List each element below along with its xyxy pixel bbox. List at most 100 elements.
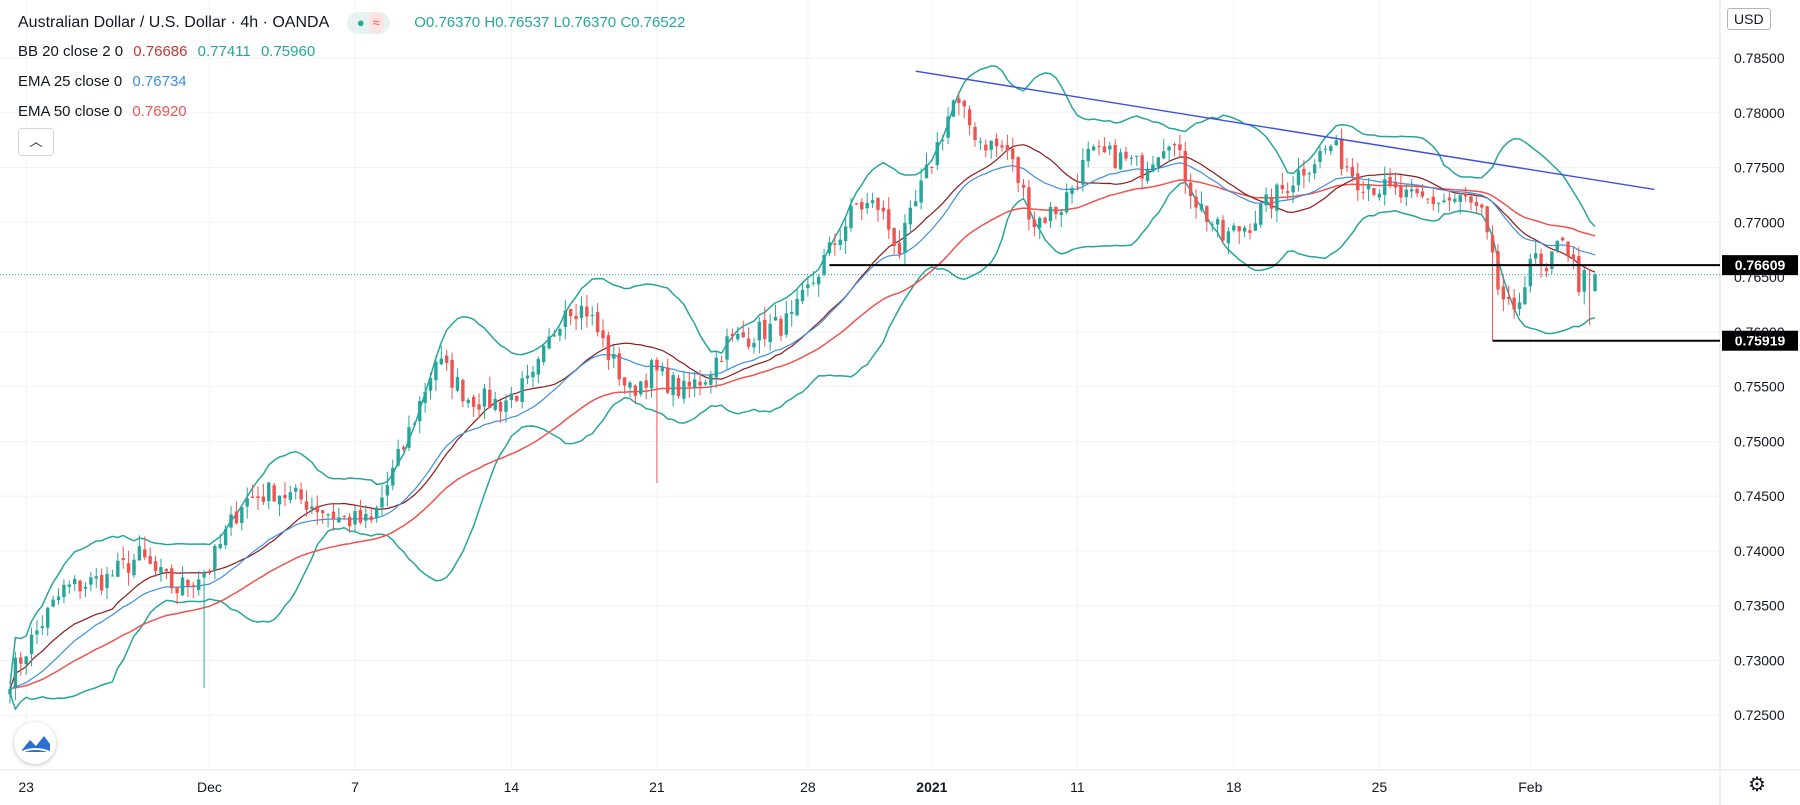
candle-body bbox=[978, 141, 983, 143]
candle-body bbox=[574, 315, 578, 320]
ema50-line bbox=[9, 179, 1596, 690]
candle-body bbox=[692, 379, 697, 388]
candle-body bbox=[1183, 150, 1187, 182]
candle-body bbox=[1312, 164, 1317, 174]
gear-icon[interactable]: ⚙ bbox=[1748, 774, 1766, 796]
candle-body bbox=[1463, 193, 1468, 197]
low-value: L0.76370 bbox=[553, 14, 617, 32]
candle-body bbox=[870, 200, 875, 203]
candle-body bbox=[655, 359, 659, 371]
candle-body bbox=[1356, 173, 1360, 191]
candle-body bbox=[444, 355, 449, 363]
candle-body bbox=[1075, 186, 1080, 188]
candle-body bbox=[1523, 287, 1527, 305]
ema25-label: EMA 25 close 0 bbox=[18, 73, 123, 90]
price-tick-label: 0.74500 bbox=[1734, 488, 1785, 504]
candle-body bbox=[380, 497, 384, 508]
candle-body bbox=[590, 315, 594, 317]
bb-label: BB 20 close 2 0 bbox=[18, 43, 124, 60]
price-tick-label: 0.73500 bbox=[1734, 598, 1785, 614]
candle-body bbox=[223, 528, 228, 546]
candle-body bbox=[175, 586, 179, 594]
candle-body bbox=[1544, 267, 1549, 272]
candle-body bbox=[1043, 217, 1047, 223]
symbol-name[interactable]: Australian Dollar / U.S. Dollar bbox=[18, 14, 227, 32]
candle-body bbox=[924, 164, 929, 179]
candle-body bbox=[62, 584, 66, 598]
candle-body bbox=[536, 359, 541, 375]
candle-body bbox=[849, 205, 853, 229]
candle-body bbox=[763, 319, 767, 339]
level-label: 0.75919 bbox=[1735, 333, 1786, 349]
candle-body bbox=[833, 243, 837, 245]
candle-body bbox=[8, 688, 12, 695]
candle-body bbox=[973, 127, 977, 141]
candle-body bbox=[1286, 191, 1290, 194]
candle-body bbox=[13, 657, 18, 688]
candle-body bbox=[601, 330, 605, 339]
candle-body bbox=[1032, 219, 1037, 228]
candle-body bbox=[110, 575, 115, 577]
candle-body bbox=[1453, 198, 1457, 202]
candle-body bbox=[1280, 185, 1285, 190]
interval-label[interactable]: 4h bbox=[240, 14, 259, 32]
candle-body bbox=[994, 138, 999, 147]
candle-body bbox=[180, 577, 185, 596]
candle-body bbox=[250, 496, 255, 498]
candle-body bbox=[240, 507, 244, 523]
candle-body bbox=[482, 388, 487, 407]
candle-body bbox=[159, 567, 163, 574]
candle-body bbox=[1447, 197, 1452, 201]
candle-body bbox=[887, 209, 891, 230]
time-tick-label: 25 bbox=[1372, 779, 1388, 795]
candle-body bbox=[687, 381, 691, 387]
candle-body bbox=[234, 511, 239, 524]
candle-body bbox=[202, 572, 206, 578]
candle-body bbox=[1507, 297, 1511, 299]
collapse-legend-button[interactable]: ︿ bbox=[18, 128, 54, 156]
candle-body bbox=[719, 360, 724, 362]
candle-body bbox=[790, 312, 794, 314]
high-value: H0.76537 bbox=[484, 14, 550, 32]
candle-body bbox=[396, 449, 400, 466]
candle-body bbox=[919, 180, 923, 203]
bb-upper-value: 0.77411 bbox=[197, 43, 251, 60]
candle-body bbox=[1086, 148, 1090, 162]
candle-body bbox=[364, 513, 368, 521]
status-pill[interactable]: ● ≈ bbox=[346, 12, 390, 34]
candle-body bbox=[1528, 258, 1533, 287]
candle-body bbox=[1102, 146, 1107, 153]
candle-body bbox=[1388, 176, 1392, 185]
candle-body bbox=[806, 284, 810, 289]
candle-body bbox=[315, 505, 319, 513]
candle-body bbox=[703, 382, 708, 385]
candle-body bbox=[342, 516, 346, 518]
tradingview-logo-icon[interactable] bbox=[14, 722, 56, 764]
candle-body bbox=[1485, 206, 1489, 233]
legend-bb[interactable]: BB 20 close 2 0 0.76686 0.77411 0.75960 bbox=[18, 43, 315, 60]
candle-body bbox=[552, 335, 557, 337]
candle-body bbox=[951, 100, 956, 117]
ema50-value: 0.76920 bbox=[132, 103, 187, 120]
candle-body bbox=[67, 584, 72, 587]
candle-body bbox=[676, 377, 681, 396]
candle-body bbox=[1566, 241, 1570, 257]
candle-body bbox=[1021, 184, 1026, 188]
price-tick-label: 0.72500 bbox=[1734, 707, 1785, 723]
candle-body bbox=[531, 371, 535, 378]
candle-body bbox=[1550, 251, 1554, 269]
candle-body bbox=[1264, 194, 1268, 206]
ema25-value: 0.76734 bbox=[132, 73, 187, 90]
legend-ema25[interactable]: EMA 25 close 0 0.76734 bbox=[18, 73, 187, 90]
legend-ema50[interactable]: EMA 50 close 0 0.76920 bbox=[18, 103, 187, 120]
candle-body bbox=[1474, 201, 1479, 206]
candle-body bbox=[1480, 204, 1484, 208]
candle-body bbox=[1323, 148, 1328, 150]
candle-body bbox=[1000, 145, 1004, 148]
candle-body bbox=[622, 377, 627, 386]
candle-body bbox=[1135, 155, 1139, 157]
candle-body bbox=[1539, 253, 1543, 265]
candle-body bbox=[186, 580, 190, 587]
currency-badge[interactable]: USD bbox=[1727, 8, 1771, 30]
